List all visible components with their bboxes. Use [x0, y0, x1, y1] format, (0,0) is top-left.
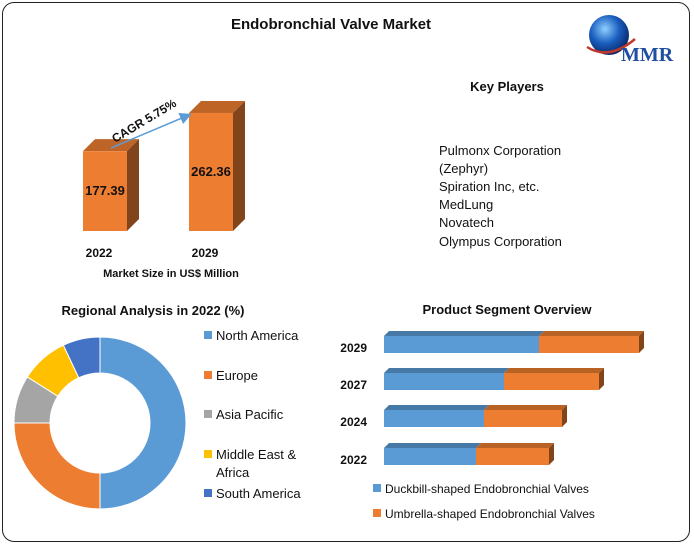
- segment-bar-side-face: [549, 443, 554, 465]
- key-player-item: Spiration Inc, etc.: [439, 179, 539, 194]
- segment-legend: Duckbill-shaped Endobronchial Valves Umbr…: [373, 482, 595, 521]
- logo: MMR: [586, 15, 674, 66]
- legend-label: South America: [216, 486, 301, 501]
- globe-swoosh: [586, 38, 636, 54]
- legend-swatch: [373, 484, 381, 492]
- segment-bar: [384, 373, 504, 390]
- key-player-item: Pulmonx Corporation: [439, 143, 561, 158]
- legend-label: Africa: [216, 465, 250, 480]
- segment-bar-side-face: [562, 405, 567, 427]
- bar-value-label: 262.36: [191, 164, 231, 179]
- key-player-item: (Zephyr): [439, 161, 488, 176]
- legend-swatch: [204, 450, 212, 458]
- segment-bar: [484, 410, 562, 427]
- segment-bar: [504, 373, 599, 390]
- segment-bar: [539, 336, 639, 353]
- segment-bar-top-face: [484, 405, 567, 410]
- bar-side-face: [127, 139, 139, 231]
- legend-label: Europe: [216, 368, 258, 383]
- key-players-list: Pulmonx Corporation (Zephyr) Spiration I…: [439, 143, 562, 249]
- cagr-arrow: [110, 112, 192, 149]
- bar-value-label: 177.39: [85, 183, 125, 198]
- segment-bar-top-face: [384, 443, 481, 448]
- donut-slice: [62, 336, 101, 379]
- legend-label: Asia Pacific: [216, 407, 284, 422]
- market-size-bar: [189, 112, 233, 231]
- legend-swatch: [204, 489, 212, 497]
- key-players-heading: Key Players: [470, 79, 544, 94]
- market-size-bar: [83, 151, 127, 231]
- segment-chart: 2029 2027 2024 2022: [340, 331, 644, 467]
- page-title: Endobronchial Valve Market: [231, 16, 431, 33]
- segment-bar-top-face: [476, 443, 554, 448]
- regional-legend: North America Europe Asia Pacific Middle Ea…: [204, 328, 301, 501]
- segment-category-label: 2022: [340, 453, 367, 467]
- segment-category-label: 2024: [340, 415, 367, 429]
- bar-top-face: [189, 100, 245, 113]
- donut-slice: [99, 336, 187, 510]
- key-player-item: MedLung: [439, 197, 493, 212]
- segment-bar: [384, 410, 484, 427]
- key-player-item: Novatech: [439, 215, 494, 230]
- market-size-chart: 177.39 2022 262.36 2029: [83, 100, 245, 260]
- legend-swatch: [204, 371, 212, 379]
- globe-icon: [589, 15, 629, 55]
- segment-title: Product Segment Overview: [422, 302, 592, 317]
- segment-bar-top-face: [384, 331, 544, 336]
- legend-label: North America: [216, 328, 299, 343]
- market-size-caption: Market Size in US$ Million: [103, 268, 239, 280]
- segment-category-label: 2027: [340, 378, 367, 392]
- bar-side-face: [233, 100, 245, 231]
- segment-bar-top-face: [384, 405, 489, 410]
- logo-text: MMR: [621, 44, 674, 66]
- cagr-label: CAGR 5.75%: [109, 96, 179, 146]
- segment-bar-top-face: [539, 331, 644, 336]
- legend-label: Duckbill-shaped Endobronchial Valves: [385, 482, 589, 496]
- infographic-canvas: Endobronchial Valve Market MMR 177.39 202…: [13, 15, 674, 521]
- segment-bar: [384, 448, 476, 465]
- legend-swatch: [373, 509, 381, 517]
- legend-swatch: [204, 331, 212, 339]
- regional-donut: [13, 336, 187, 510]
- donut-slice: [13, 422, 101, 510]
- legend-label: Umbrella-shaped Endobronchial Valves: [385, 507, 595, 521]
- segment-category-label: 2029: [340, 341, 367, 355]
- legend-label: Middle East &: [216, 447, 297, 462]
- key-player-item: Olympus Corporation: [439, 234, 562, 249]
- segment-bar-side-face: [599, 368, 604, 390]
- bar-category-label: 2029: [192, 246, 219, 260]
- segment-bar-top-face: [504, 368, 604, 373]
- legend-swatch: [204, 410, 212, 418]
- bar-category-label: 2022: [86, 246, 113, 260]
- regional-title: Regional Analysis in 2022 (%): [61, 303, 244, 318]
- segment-bar: [476, 448, 549, 465]
- segment-bar-side-face: [639, 331, 644, 353]
- segment-bar: [384, 336, 539, 353]
- segment-bar-top-face: [384, 368, 509, 373]
